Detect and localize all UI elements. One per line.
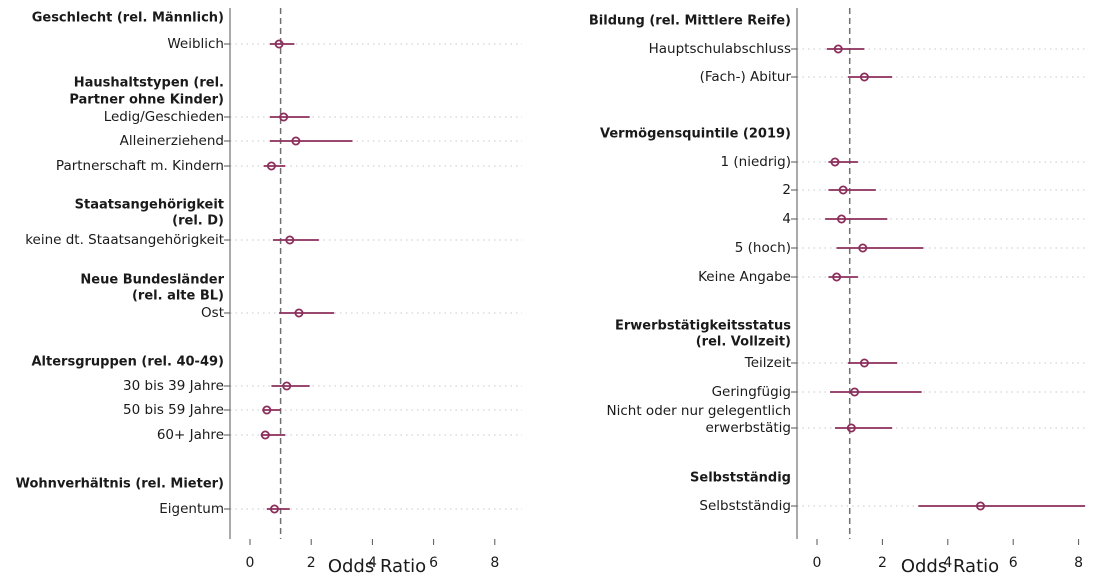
or-point	[279, 112, 289, 122]
or-point	[832, 272, 842, 282]
row-label: Ledig/Geschieden	[104, 109, 224, 125]
row-label: 50 bis 59 Jahre	[123, 402, 224, 418]
or-point	[274, 39, 284, 49]
or-point	[833, 44, 843, 54]
chart-panel-2: Bildung (rel. Mittlere Reife) Vermögensqu…	[589, 8, 1087, 577]
or-point	[859, 358, 869, 368]
x-axis-label: Odds Ratio	[328, 556, 426, 577]
or-point	[830, 157, 840, 167]
group-header: Partner ohne Kinder)	[69, 93, 224, 108]
row-label: Keine Angabe	[698, 269, 791, 285]
group-header: Erwerbstätigkeitsstatus	[615, 319, 791, 334]
row-label: Teilzeit	[744, 355, 791, 371]
group-header: Selbstständig	[690, 471, 791, 486]
row-label: Partnerschaft m. Kindern	[56, 158, 224, 174]
or-point	[846, 423, 856, 433]
or-point	[282, 381, 292, 391]
group-header: (rel. Vollzeit)	[696, 335, 791, 350]
or-point	[976, 501, 986, 511]
chart-panel-1: Geschlecht (rel. Männlich) Haushaltstypen…	[16, 8, 522, 577]
row-label: 30 bis 39 Jahre	[123, 378, 224, 394]
row-label: 4	[782, 211, 791, 227]
group-header: Neue Bundesländer	[80, 273, 224, 288]
or-point	[294, 308, 304, 318]
x-tick-label: 4	[943, 555, 952, 571]
row-label: Geringfügig	[712, 384, 791, 400]
x-tick-label: 2	[307, 555, 316, 571]
x-tick-label: 6	[429, 555, 438, 571]
group-header: Staatsangehörigkeit	[75, 198, 224, 213]
row-label: 2	[782, 182, 791, 198]
row-label: Weiblich	[167, 36, 224, 52]
row-label: Eigentum	[159, 501, 224, 517]
or-point	[858, 243, 868, 253]
row-label: keine dt. Staatsangehörigkeit	[25, 232, 224, 248]
row-label: Alleinerziehend	[120, 133, 224, 149]
group-header: Bildung (rel. Mittlere Reife)	[589, 14, 791, 29]
or-point	[260, 430, 270, 440]
group-header: Vermögensquintile (2019)	[600, 127, 791, 142]
row-label: Ost	[201, 305, 224, 321]
x-axis-label: Odds Ratio	[901, 556, 999, 577]
or-point	[262, 405, 272, 415]
or-point	[285, 235, 295, 245]
group-header: Wohnverhältnis (rel. Mieter)	[16, 477, 224, 492]
group-header: (rel. alte BL)	[132, 289, 224, 304]
row-label: Selbstständig	[699, 498, 791, 514]
x-tick-label: 4	[368, 555, 377, 571]
group-header: Altersgruppen (rel. 40-49)	[32, 355, 225, 370]
x-tick-label: 0	[813, 555, 822, 571]
or-point	[859, 72, 869, 82]
row-label: Hauptschulabschluss	[649, 41, 791, 57]
x-tick-label: 0	[246, 555, 255, 571]
row-label: (Fach-) Abitur	[700, 69, 792, 85]
row-label: 60+ Jahre	[157, 427, 224, 443]
or-point	[269, 504, 279, 514]
or-point	[266, 161, 276, 171]
row-label: Nicht oder nur gelegentlich	[607, 403, 791, 419]
x-tick-label: 8	[490, 555, 499, 571]
group-header: Geschlecht (rel. Männlich)	[32, 11, 224, 26]
row-label: erwerbstätig	[705, 420, 791, 436]
x-tick-label: 6	[1009, 555, 1018, 571]
or-point	[837, 214, 847, 224]
group-header: Haushaltstypen (rel.	[74, 76, 224, 91]
row-label: 1 (niedrig)	[721, 154, 791, 170]
or-point	[850, 387, 860, 397]
group-header: (rel. D)	[172, 214, 224, 229]
row-label: 5 (hoch)	[735, 240, 791, 256]
or-point	[291, 136, 301, 146]
or-point	[838, 185, 848, 195]
x-tick-label: 2	[878, 555, 887, 571]
x-tick-label: 8	[1074, 555, 1083, 571]
